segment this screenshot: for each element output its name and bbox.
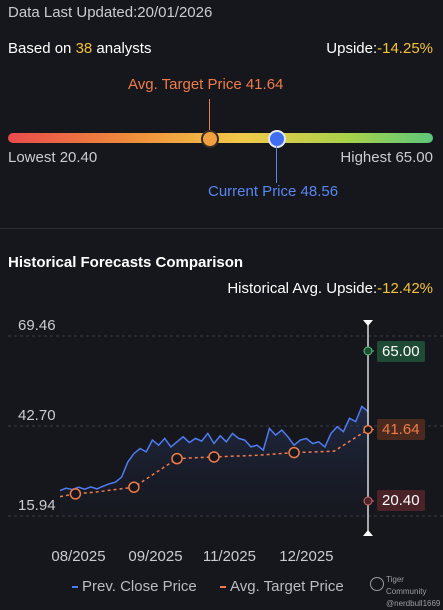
last-updated: Data Last Updated:20/01/2026 [8, 4, 212, 21]
historical-upside: Historical Avg. Upside:-12.42% [227, 280, 433, 297]
chart-cursor[interactable] [363, 320, 375, 536]
price-range-bar [8, 133, 433, 143]
historical-upside-value: -12.42% [377, 280, 433, 297]
avg-target-dot [363, 424, 373, 435]
chart-tick-labels: 69.46 42.70 15.94 08/2025 09/2025 11/2025 12/2… [18, 317, 334, 565]
avg-target-marker [201, 130, 219, 148]
legend-prev-close[interactable]: Prev. Close Price [72, 578, 197, 595]
y-tick-label: 42.70 [18, 407, 56, 424]
prev-close-line [59, 405, 369, 492]
current-price-marker [268, 130, 286, 148]
x-tick-label: 11/2025 [203, 548, 256, 565]
legend-prev-close-swatch [72, 586, 78, 589]
low-target-dot [363, 496, 373, 506]
last-updated-value: 20/01/2026 [137, 4, 213, 21]
lowest-price-label: Lowest 20.40 [8, 149, 98, 166]
x-tick-label: 12/2025 [279, 548, 333, 565]
target-point [208, 451, 220, 463]
cursor-top-handle-icon [363, 320, 373, 326]
avg-target-price-label: Avg. Target Price 41.64 [128, 76, 284, 93]
watermark-line2: @nerdbull1669 [386, 599, 441, 608]
high-target-badge: 65.00 [377, 341, 425, 362]
current-price-connector [276, 145, 277, 183]
avg-target-line [59, 428, 369, 498]
based-on-suffix: analysts [92, 40, 152, 57]
legend-avg-target-label: Avg. Target Price [230, 578, 344, 595]
historical-title: Historical Forecasts Comparison [8, 254, 244, 271]
based-on-prefix: Based on [8, 40, 76, 57]
watermark: Tiger Community @nerdbull1669 [386, 574, 443, 610]
legend-avg-target[interactable]: Avg. Target Price [220, 578, 344, 595]
highest-price-label: Highest 65.00 [340, 149, 433, 166]
y-tick-label: 15.94 [18, 497, 56, 514]
low-target-badge: 20.40 [377, 490, 425, 511]
avg-target-connector [209, 99, 210, 133]
forecast-chart[interactable]: 69.46 42.70 15.94 08/2025 09/2025 11/2025 12/2… [0, 300, 443, 570]
watermark-line1: Tiger Community [386, 575, 427, 596]
target-point [171, 452, 183, 465]
upside-value: -14.25% [377, 40, 433, 57]
upside: Upside:-14.25% [326, 40, 433, 57]
cursor-bottom-handle-icon [363, 530, 373, 536]
x-tick-label: 08/2025 [51, 548, 105, 565]
section-divider [0, 228, 443, 229]
target-point [128, 481, 140, 493]
historical-upside-label: Historical Avg. Upside: [227, 280, 378, 297]
avg-target-badge: 41.64 [377, 419, 425, 440]
y-tick-label: 69.46 [18, 317, 56, 334]
target-point [288, 446, 300, 459]
target-point [69, 488, 82, 500]
target-markers [69, 446, 300, 500]
analyst-count: 38 [75, 40, 93, 57]
chart-series [59, 405, 369, 498]
legend-avg-target-swatch [220, 586, 226, 589]
analyst-summary: Based on 38 analysts [8, 40, 151, 57]
current-price-label: Current Price 48.56 [208, 183, 339, 200]
upside-label: Upside: [326, 40, 378, 57]
last-updated-label: Data Last Updated: [8, 4, 138, 21]
x-tick-label: 09/2025 [128, 548, 182, 565]
legend-prev-close-label: Prev. Close Price [82, 578, 197, 595]
high-target-dot [363, 346, 373, 356]
tiger-logo-icon [370, 577, 384, 591]
